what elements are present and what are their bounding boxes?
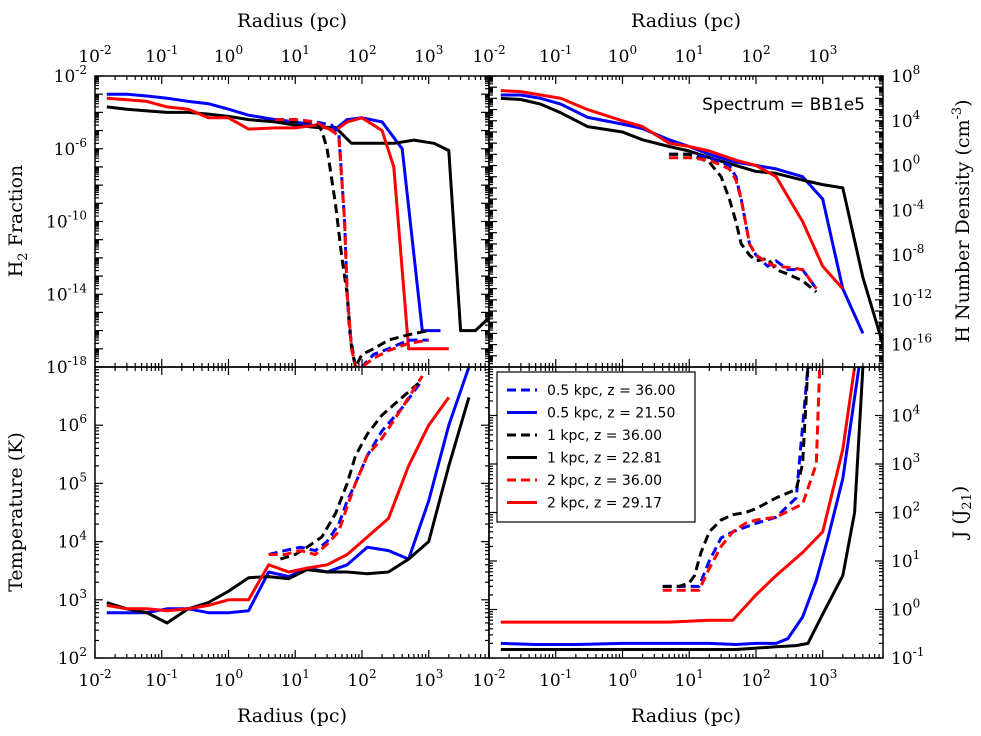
legend-label: 2 kpc, z = 36.00 <box>547 473 662 489</box>
right-y-tick-label: 10-4 <box>891 197 925 221</box>
bottom-x-tick-label: 100 <box>214 667 243 691</box>
series-bottom-right-0-5-kpc-z-21-50 <box>500 367 861 646</box>
left-y-tick-label: 102 <box>58 645 87 669</box>
right-y-tick-label: 10-16 <box>891 332 932 356</box>
top-x-tick-label: 102 <box>347 43 376 67</box>
panel-top-right-series <box>500 89 883 346</box>
y-axis-label-h-number-density: H Number Density (cm-3) <box>950 99 974 342</box>
top-x-axis-label: Radius (pc) <box>631 10 741 32</box>
right-y-tick-label: 102 <box>891 500 920 524</box>
right-y-tick-label: 10-8 <box>891 242 924 266</box>
left-y-tick-label: 104 <box>58 529 88 553</box>
panel-bottom-right-series <box>500 367 865 651</box>
left-y-tick-label: 10-2 <box>54 63 87 87</box>
bottom-x-tick-label: 102 <box>741 667 770 691</box>
top-x-tick-label: 100 <box>214 43 243 67</box>
legend-label: 1 kpc, z = 22.81 <box>547 451 662 467</box>
y-axis-label-h2-fraction: H2 Fraction <box>5 165 31 278</box>
right-y-tick-label: 104 <box>891 403 921 427</box>
left-y-tick-label: 10-14 <box>46 281 87 305</box>
series-bottom-left-1-kpc-z-22-81 <box>106 396 471 625</box>
series-top-right-1-kpc-z-22-81 <box>500 96 883 346</box>
bottom-x-tick-label: 102 <box>347 667 376 691</box>
legend: 0.5 kpc, z = 36.00 0.5 kpc, z = 21.50 1 kp… <box>496 371 696 523</box>
legend-label: 0.5 kpc, z = 36.00 <box>547 383 675 399</box>
bottom-x-tick-label: 103 <box>414 667 443 691</box>
left-y-tick-label: 10-6 <box>54 136 87 160</box>
top-x-tick-label: 10-2 <box>78 43 111 67</box>
bottom-x-tick-label: 101 <box>281 667 310 691</box>
series-bottom-right-1-kpc-z-22-81 <box>500 367 865 651</box>
panel-top-left-series <box>106 92 489 367</box>
series-top-right-0-5-kpc-z-21-50 <box>500 93 865 335</box>
panel-frame-bottom-right <box>488 366 884 659</box>
axis-text: 10-2 10-1 100 101 102 103 Radius (pc) 10-2 10-1 1… <box>5 10 975 727</box>
bottom-x-axis-label: Radius (pc) <box>237 705 347 727</box>
series-bottom-right-2-kpc-z-29-17 <box>500 367 857 624</box>
series-bottom-right-2-kpc-z-36-00-dashed <box>662 367 822 592</box>
panel-frame-bottom-left <box>94 366 490 659</box>
left-y-tick-label: 10-10 <box>46 209 87 233</box>
right-y-tick-label: 103 <box>891 451 920 475</box>
left-y-tick-label: 106 <box>58 412 87 436</box>
axes <box>94 75 884 659</box>
series-top-left-1-kpc-z-22-81 <box>106 105 489 333</box>
series-top-left-0-5-kpc-z-21-50 <box>106 92 441 333</box>
right-y-tick-label: 10-1 <box>891 645 924 669</box>
series-bottom-left-0-5-kpc-z-36-00-dashed <box>268 379 424 556</box>
bottom-x-tick-label: 103 <box>808 667 837 691</box>
spectrum-annotation: Spectrum = BB1e5 <box>702 95 865 115</box>
panel-bottom-left-series <box>106 367 471 625</box>
legend-label: 0.5 kpc, z = 21.50 <box>547 406 675 422</box>
top-x-tick-label: 102 <box>741 43 770 67</box>
bottom-x-tick-label: 101 <box>675 667 704 691</box>
legend-box <box>496 371 696 523</box>
top-x-tick-label: 101 <box>281 43 310 67</box>
series-bottom-left-0-5-kpc-z-21-50 <box>106 367 471 615</box>
legend-label: 1 kpc, z = 36.00 <box>547 428 662 444</box>
top-x-tick-label: 100 <box>608 43 637 67</box>
bottom-x-tick-label: 10-1 <box>145 667 178 691</box>
y-axis-label-j21: J (J21) <box>949 486 975 541</box>
series-bottom-left-2-kpc-z-29-17 <box>106 396 451 613</box>
right-y-tick-label: 10-12 <box>891 287 932 311</box>
panel-frame-top-right <box>488 75 884 368</box>
top-x-tick-label: 10-1 <box>145 43 178 67</box>
top-x-tick-label: 103 <box>808 43 837 67</box>
series-top-right-2-kpc-z-29-17 <box>500 89 844 290</box>
bottom-x-tick-label: 100 <box>608 667 637 691</box>
top-x-tick-label: 101 <box>675 43 704 67</box>
right-y-tick-label: 100 <box>891 597 920 621</box>
y-axis-label-temperature: Temperature (K) <box>5 432 27 592</box>
top-x-tick-label: 10-2 <box>472 43 505 67</box>
legend-label: 2 kpc, z = 29.17 <box>547 496 662 512</box>
bottom-x-axis-label: Radius (pc) <box>631 705 741 727</box>
right-y-tick-label: 108 <box>891 63 920 87</box>
top-x-tick-label: 10-1 <box>539 43 572 67</box>
bottom-x-tick-label: 10-1 <box>539 667 572 691</box>
top-x-axis-label: Radius (pc) <box>237 10 347 32</box>
bottom-x-tick-label: 10-2 <box>472 667 505 691</box>
series-top-right-1-kpc-z-36-00-dashed <box>669 152 818 294</box>
series-top-left-2-kpc-z-29-17 <box>106 96 449 351</box>
series-top-left-2-kpc-z-36-00-dashed <box>275 118 429 367</box>
right-y-tick-label: 100 <box>891 153 920 177</box>
series-top-right-2-kpc-z-36-00-dashed <box>669 156 818 290</box>
left-y-tick-label: 10-18 <box>46 354 87 378</box>
left-y-tick-label: 103 <box>58 587 87 611</box>
right-y-tick-label: 101 <box>891 548 920 572</box>
top-x-tick-label: 103 <box>414 43 443 67</box>
series-bottom-left-2-kpc-z-36-00-dashed <box>268 375 424 556</box>
left-y-tick-label: 105 <box>58 470 87 494</box>
series-bottom-left-1-kpc-z-36-00-dashed <box>279 378 424 561</box>
data-lines <box>106 89 883 651</box>
series-bottom-right-1-kpc-z-36-00-dashed <box>662 367 810 588</box>
right-y-tick-label: 104 <box>891 108 921 132</box>
bottom-x-tick-label: 10-2 <box>78 667 111 691</box>
